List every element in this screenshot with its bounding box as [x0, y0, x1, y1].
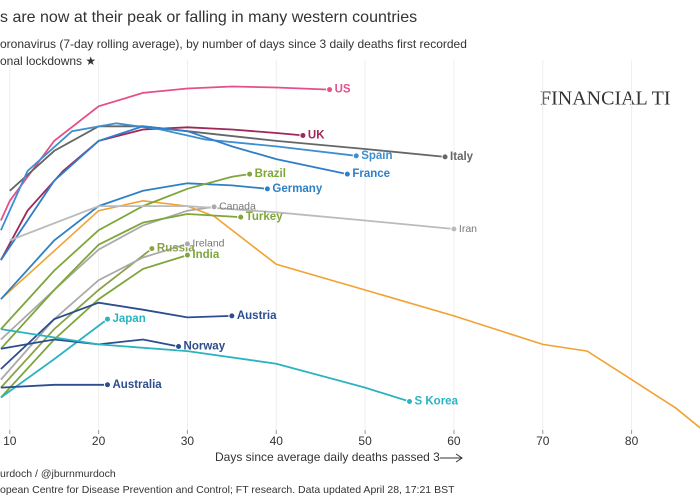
series-line — [0, 213, 241, 350]
series-line — [0, 338, 179, 350]
end-dot — [237, 213, 245, 221]
series-line — [0, 199, 700, 429]
x-tick-label: 30 — [181, 434, 195, 448]
series-line — [0, 122, 357, 231]
end-dot — [326, 86, 334, 94]
series-label: Japan — [112, 313, 145, 325]
x-tick-label: 10 — [3, 434, 17, 448]
series-line — [0, 126, 303, 261]
series-line — [0, 125, 348, 261]
series-line — [0, 383, 108, 389]
series-line — [0, 85, 330, 221]
end-dot — [299, 131, 307, 139]
series-line — [0, 242, 188, 381]
end-dot — [406, 397, 414, 405]
series-label: Norway — [184, 341, 226, 353]
x-tick-label: 70 — [536, 434, 550, 448]
series-label: Canada — [219, 201, 256, 213]
x-tick-label: 20 — [92, 434, 106, 448]
x-tick-label: 60 — [447, 434, 461, 448]
series-label: UK — [308, 129, 325, 141]
x-tick-label: 40 — [270, 434, 284, 448]
end-dot — [263, 185, 271, 193]
x-tick-label: 80 — [625, 434, 639, 448]
series-label: S Korea — [415, 395, 459, 407]
series-line — [0, 205, 215, 341]
end-dot — [103, 315, 111, 323]
subtitle: oronavirus (7-day rolling average), by n… — [0, 37, 467, 51]
x-tick-label: 50 — [358, 434, 372, 448]
series-line — [0, 328, 410, 403]
series-label: Ireland — [192, 238, 224, 250]
end-dot — [148, 245, 156, 253]
series-label: Italy — [450, 151, 474, 163]
series-line — [0, 301, 232, 370]
series-line — [9, 205, 454, 242]
series-label: Austria — [237, 310, 277, 322]
x-axis-label: Days since average daily deaths passed 3 — [215, 450, 440, 464]
subtitle: onal lockdowns ★ — [0, 54, 96, 68]
series-label: Germany — [272, 183, 322, 195]
series-label: Turkey — [246, 211, 283, 223]
series-label: US — [335, 84, 351, 96]
plot-area — [0, 60, 700, 430]
series-label: India — [192, 249, 219, 261]
series-label: Brazil — [255, 168, 286, 180]
end-dot — [441, 153, 449, 161]
series-label: France — [352, 168, 390, 180]
end-dot — [183, 251, 191, 259]
end-dot — [246, 170, 254, 178]
series-label: Iran — [459, 223, 477, 235]
arrow — [440, 453, 463, 463]
end-dot — [450, 225, 458, 233]
series-label: Australia — [112, 379, 162, 391]
series-line — [0, 247, 153, 389]
source: urdoch / @jburnmurdoch — [0, 468, 116, 480]
series-line — [0, 182, 268, 300]
end-dot — [228, 312, 236, 320]
end-dot — [210, 203, 218, 211]
end-dot — [103, 381, 111, 389]
watermark: FINANCIAL TI — [540, 88, 671, 110]
end-dot — [175, 343, 183, 351]
chart-title: s are now at their peak or falling in ma… — [0, 9, 417, 26]
end-dot — [343, 170, 351, 178]
series-label: Spain — [361, 150, 392, 162]
source: opean Centre for Disease Prevention and … — [0, 484, 455, 496]
series-line — [0, 254, 188, 399]
end-dot — [183, 240, 191, 248]
series-line — [0, 318, 109, 399]
end-dot — [352, 152, 360, 160]
